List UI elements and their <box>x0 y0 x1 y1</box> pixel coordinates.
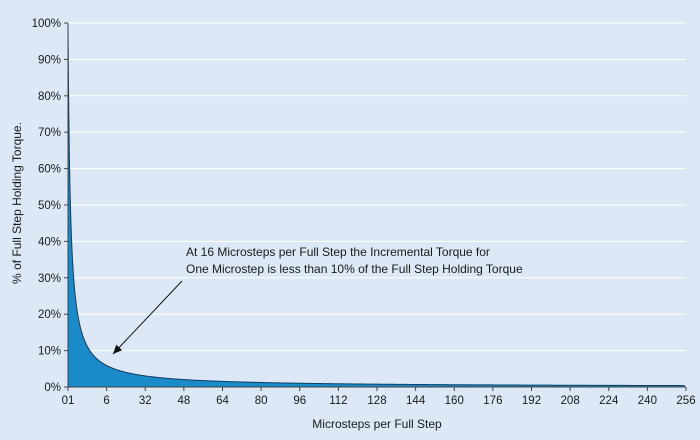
x-tick-label: 160 <box>445 395 464 407</box>
x-tick-label: 01 <box>62 395 75 407</box>
x-axis-title: Microsteps per Full Step <box>312 417 442 431</box>
annotation: At 16 Microsteps per Full Step the Incre… <box>112 245 523 355</box>
x-tick-label: 48 <box>177 395 190 407</box>
y-axis-ticks: 0% 10% 20% 30% 40% 50% 60% 70% 80% 90% 100% <box>32 18 68 394</box>
y-tick-label: 100% <box>32 18 61 30</box>
x-tick-label: 240 <box>638 395 657 407</box>
y-axis-title: % of Full Step Holding Torque. <box>10 122 24 284</box>
x-tick-label: 80 <box>255 395 268 407</box>
x-tick-label: 32 <box>139 395 152 407</box>
x-tick-label: 144 <box>406 395 426 407</box>
grid <box>68 22 686 352</box>
y-tick-label: 90% <box>38 54 61 66</box>
annotation-line-1: At 16 Microsteps per Full Step the Incre… <box>186 245 490 259</box>
y-tick-label: 30% <box>38 273 61 285</box>
y-tick-label: 50% <box>38 200 61 212</box>
y-tick-label: 80% <box>38 91 61 103</box>
y-tick-label: 70% <box>38 127 61 139</box>
x-tick-label: 256 <box>676 395 695 407</box>
y-tick-label: 0% <box>44 382 61 394</box>
x-axis-ticks: 01 6 32 48 64 80 96 112 128 144 160 176 192 208 224 240… <box>62 387 696 407</box>
annotation-arrow-head <box>113 344 123 354</box>
annotation-line-2: One Microstep is less than 10% of the Fu… <box>186 262 523 276</box>
y-tick-label: 10% <box>38 346 61 358</box>
x-tick-label: 64 <box>216 395 229 407</box>
x-tick-label: 176 <box>483 395 502 407</box>
y-tick-label: 40% <box>38 236 61 248</box>
y-tick-label: 60% <box>38 164 61 176</box>
x-tick-label: 128 <box>367 395 386 407</box>
x-tick-label: 112 <box>329 395 347 407</box>
x-tick-label: 96 <box>293 395 306 407</box>
torque-curve <box>67 22 685 387</box>
y-tick-label: 20% <box>38 309 61 321</box>
x-tick-label: 208 <box>561 395 580 407</box>
x-tick-label: 6 <box>103 395 109 407</box>
x-tick-label: 224 <box>599 395 619 407</box>
x-tick-label: 192 <box>522 395 541 407</box>
annotation-arrow <box>112 280 183 355</box>
